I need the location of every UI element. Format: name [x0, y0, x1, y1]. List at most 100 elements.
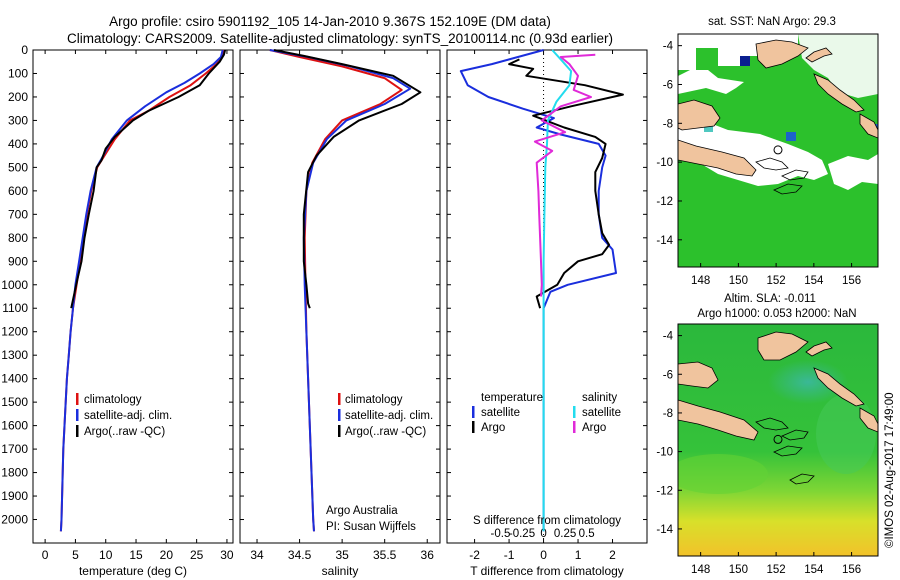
series-line-argo-raw-qc	[70, 49, 227, 309]
map-x-tick-label: 148	[691, 275, 710, 287]
sla-land-new-guinea	[678, 361, 719, 389]
y-tick-label: 1300	[1, 348, 28, 362]
legend-swatch-argo	[338, 425, 341, 437]
sst-island-outline	[781, 169, 809, 181]
sst-land-new-guinea	[678, 99, 721, 131]
y-tick-label: 2000	[1, 513, 28, 527]
legend-swatch-temperature-satellite	[472, 406, 475, 418]
x-tick-label: 35	[335, 548, 349, 562]
sla-land-papuan-peninsula	[678, 399, 759, 441]
map-y-tick-label: -14	[656, 235, 673, 247]
legend-swatch-temperature-argo	[472, 421, 475, 433]
y-tick-label: 500	[8, 160, 28, 174]
legend-swatch-salinity-argo	[573, 421, 576, 433]
sst-land-new-ireland	[805, 47, 833, 63]
map-x-tick-label: 152	[767, 275, 786, 287]
y-tick-label: 600	[8, 184, 28, 198]
y-tick-label: 100	[8, 66, 28, 80]
map-x-tick-label: 156	[842, 275, 861, 287]
difference-legend: temperature salinity satellite Argo sate…	[472, 392, 621, 434]
difference-profile-panel: -2 -1 0 1 2 -0.5-0.25 0 0.25 0.5 temperature sal…	[446, 49, 648, 578]
difference-plot-frame	[446, 49, 648, 544]
x2-tick-label: 0	[540, 528, 546, 540]
map-y-tick-label: -4	[663, 331, 674, 343]
x-tick-label: 25	[190, 548, 204, 562]
legend-label-argo: Argo(..raw -QC)	[345, 426, 426, 438]
sst-island-outline	[755, 157, 789, 171]
sla-land-solomons	[813, 367, 865, 407]
figure-title-line2: Climatology: CARS2009. Satellite-adjuste…	[67, 31, 613, 46]
sla-map-title-line2: Argo h1000: 0.053 h2000: NaN	[697, 308, 856, 320]
sst-cloud-mask	[678, 70, 744, 94]
y-tick-label: 0	[21, 43, 28, 57]
x-tick-label: 34.5	[288, 548, 312, 562]
y-tick-label: 1800	[1, 466, 28, 480]
annotation-argo-australia: Argo Australia	[326, 505, 398, 517]
sst-map-frame	[677, 33, 879, 268]
map-x-tick-label: 148	[691, 564, 710, 576]
x-tick-label: 2	[609, 548, 616, 562]
temperature-axes: 0100200300400500600700800900100011001200…	[1, 43, 234, 562]
sst-map-title: sat. SST: NaN Argo: 29.3	[708, 16, 836, 28]
x2-tick-label: 0.25	[554, 528, 576, 540]
series-line-salinity-argo	[533, 53, 596, 297]
legend-label-salinity-satellite: satellite	[582, 407, 621, 419]
sla-island-outline	[755, 417, 789, 431]
sst-map-panel: sat. SST: NaN Argo: 29.3 148 150 152 154 156…	[656, 16, 879, 287]
salinity-plot-frame	[239, 49, 441, 544]
sla-island-outline	[781, 429, 809, 441]
legend-label-climatology: climatology	[84, 394, 142, 406]
y-tick-label: 1200	[1, 325, 28, 339]
legend-swatch-climatology	[338, 393, 341, 405]
series-line-temperature-satellite	[459, 49, 617, 532]
x2-tick-label: -0.5	[491, 528, 511, 540]
x-tick-label: 5	[72, 548, 79, 562]
legend-label-satellite: satellite-adj. clim.	[345, 410, 433, 422]
y-tick-label: 1900	[1, 489, 28, 503]
sla-anomaly-region	[816, 394, 876, 474]
sst-cloud-mask	[828, 154, 878, 190]
map-y-tick-label: -8	[663, 118, 673, 130]
map-x-tick-label: 156	[842, 564, 861, 576]
sst-land-solomons	[813, 73, 865, 113]
map-y-tick-label: -6	[663, 79, 673, 91]
series-line-argo-raw-qc	[273, 49, 422, 309]
map-y-tick-label: -14	[656, 524, 673, 536]
temperature-series-group	[59, 49, 227, 532]
sla-map-area	[678, 324, 878, 556]
legend-label-satellite: satellite-adj. clim.	[84, 410, 172, 422]
sla-map-panel: Altim. SLA: -0.011 Argo h1000: 0.053 h20…	[656, 293, 879, 576]
y-tick-label: 700	[8, 207, 28, 221]
sst-cold-pixel	[740, 56, 750, 66]
legend-label-argo: Argo(..raw -QC)	[84, 426, 165, 438]
y-tick-label: 900	[8, 254, 28, 268]
x-tick-label: 10	[99, 548, 113, 562]
x-tick-label: 34	[250, 548, 264, 562]
sst-land-papuan-peninsula	[678, 139, 757, 177]
sla-argo-position-marker	[773, 434, 783, 444]
sla-anomaly-region	[678, 454, 768, 494]
series-line-satellite-adj-clim	[269, 49, 412, 532]
temperature-x-label: temperature (deg C)	[79, 564, 187, 578]
legend-swatch-satellite	[338, 409, 341, 421]
legend-swatch-argo	[76, 425, 79, 437]
map-y-tick-label: -4	[663, 41, 674, 53]
sst-argo-position-marker	[773, 145, 783, 155]
y-tick-label: 200	[8, 90, 28, 104]
salinity-legend: climatology satellite-adj. clim. Argo(..…	[338, 393, 433, 438]
temperature-legend: climatology satellite-adj. clim. Argo(..…	[76, 393, 172, 438]
x-tick-label: 20	[160, 548, 174, 562]
legend-label-temperature-satellite: satellite	[481, 407, 520, 419]
legend-label-climatology: climatology	[345, 394, 403, 406]
y-tick-label: 1100	[2, 301, 28, 315]
x2-tick-label: -0.25	[509, 528, 535, 540]
series-line-satellite-adj-clim	[59, 49, 224, 532]
series-line-temperature-argo	[508, 58, 624, 309]
salinity-series-group	[269, 49, 422, 532]
y-tick-label: 1500	[1, 395, 28, 409]
map-y-tick-label: -12	[656, 196, 673, 208]
map-x-tick-label: 154	[804, 275, 824, 287]
y-tick-label: 1700	[1, 442, 28, 456]
sla-land-new-britain	[757, 331, 809, 361]
difference-series-group	[459, 49, 624, 532]
